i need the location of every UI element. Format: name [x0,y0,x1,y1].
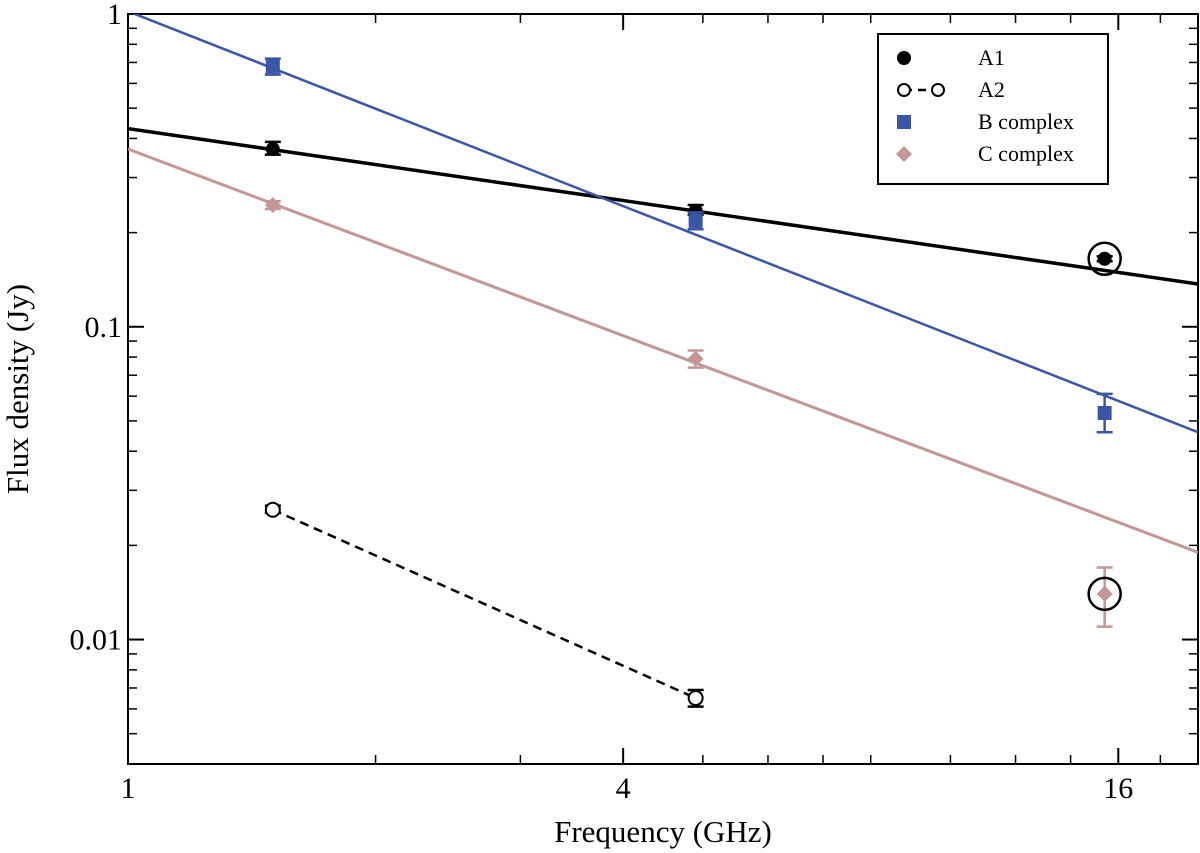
legend-box [877,33,1109,185]
data-point-c-complex [1096,585,1113,602]
legend-marker-a2 [931,83,945,97]
fit-line-a2 [272,508,697,700]
legend: A1 A2 B complex C complex [877,33,1109,185]
data-point-c-complex [264,197,281,214]
highlight-ring [1087,576,1122,612]
highlight-ring [1087,241,1122,276]
data-points-layer [264,57,1122,708]
legend-marker-a1 [897,51,911,65]
plot-frame [127,13,1199,765]
x-tick-label: 4 [616,772,631,805]
y-tick-label: 0.01 [70,624,123,657]
legend-marker-b-complex [897,115,911,129]
legend-label-b-complex: B complex [978,109,1074,134]
data-point-a2 [264,501,281,518]
data-point-c-complex [687,350,704,367]
data-point-b-complex [1097,406,1112,421]
legend-marker-a2 [897,83,911,97]
data-point-b-complex [265,59,280,74]
x-tick-label: 16 [1103,772,1133,805]
data-point-a2 [687,690,704,707]
legend-label-c-complex: C complex [978,141,1074,166]
data-point-b-complex [688,213,703,228]
y-tick-label: 1 [107,0,122,31]
data-point-a1 [265,142,280,157]
legend-label-a1: A1 [978,45,1005,70]
legend-marker-c-complex [896,146,912,162]
fit-lines-layer [128,14,1198,700]
fit-line-c-complex [128,147,1198,554]
fit-line-a1 [128,126,1198,286]
x-tick-label: 1 [121,772,136,805]
y-tick-label: 0.1 [85,311,123,344]
y-axis-label: Flux density (Jy) [0,284,35,494]
x-axis-label: Frequency (GHz) [554,814,772,849]
fit-line-b-complex [131,14,1198,434]
ticks-layer: 1 4 16 1 0.1 0.01 [70,0,1198,805]
legend-label-a2: A2 [978,77,1005,102]
data-point-a1 [1097,251,1112,266]
